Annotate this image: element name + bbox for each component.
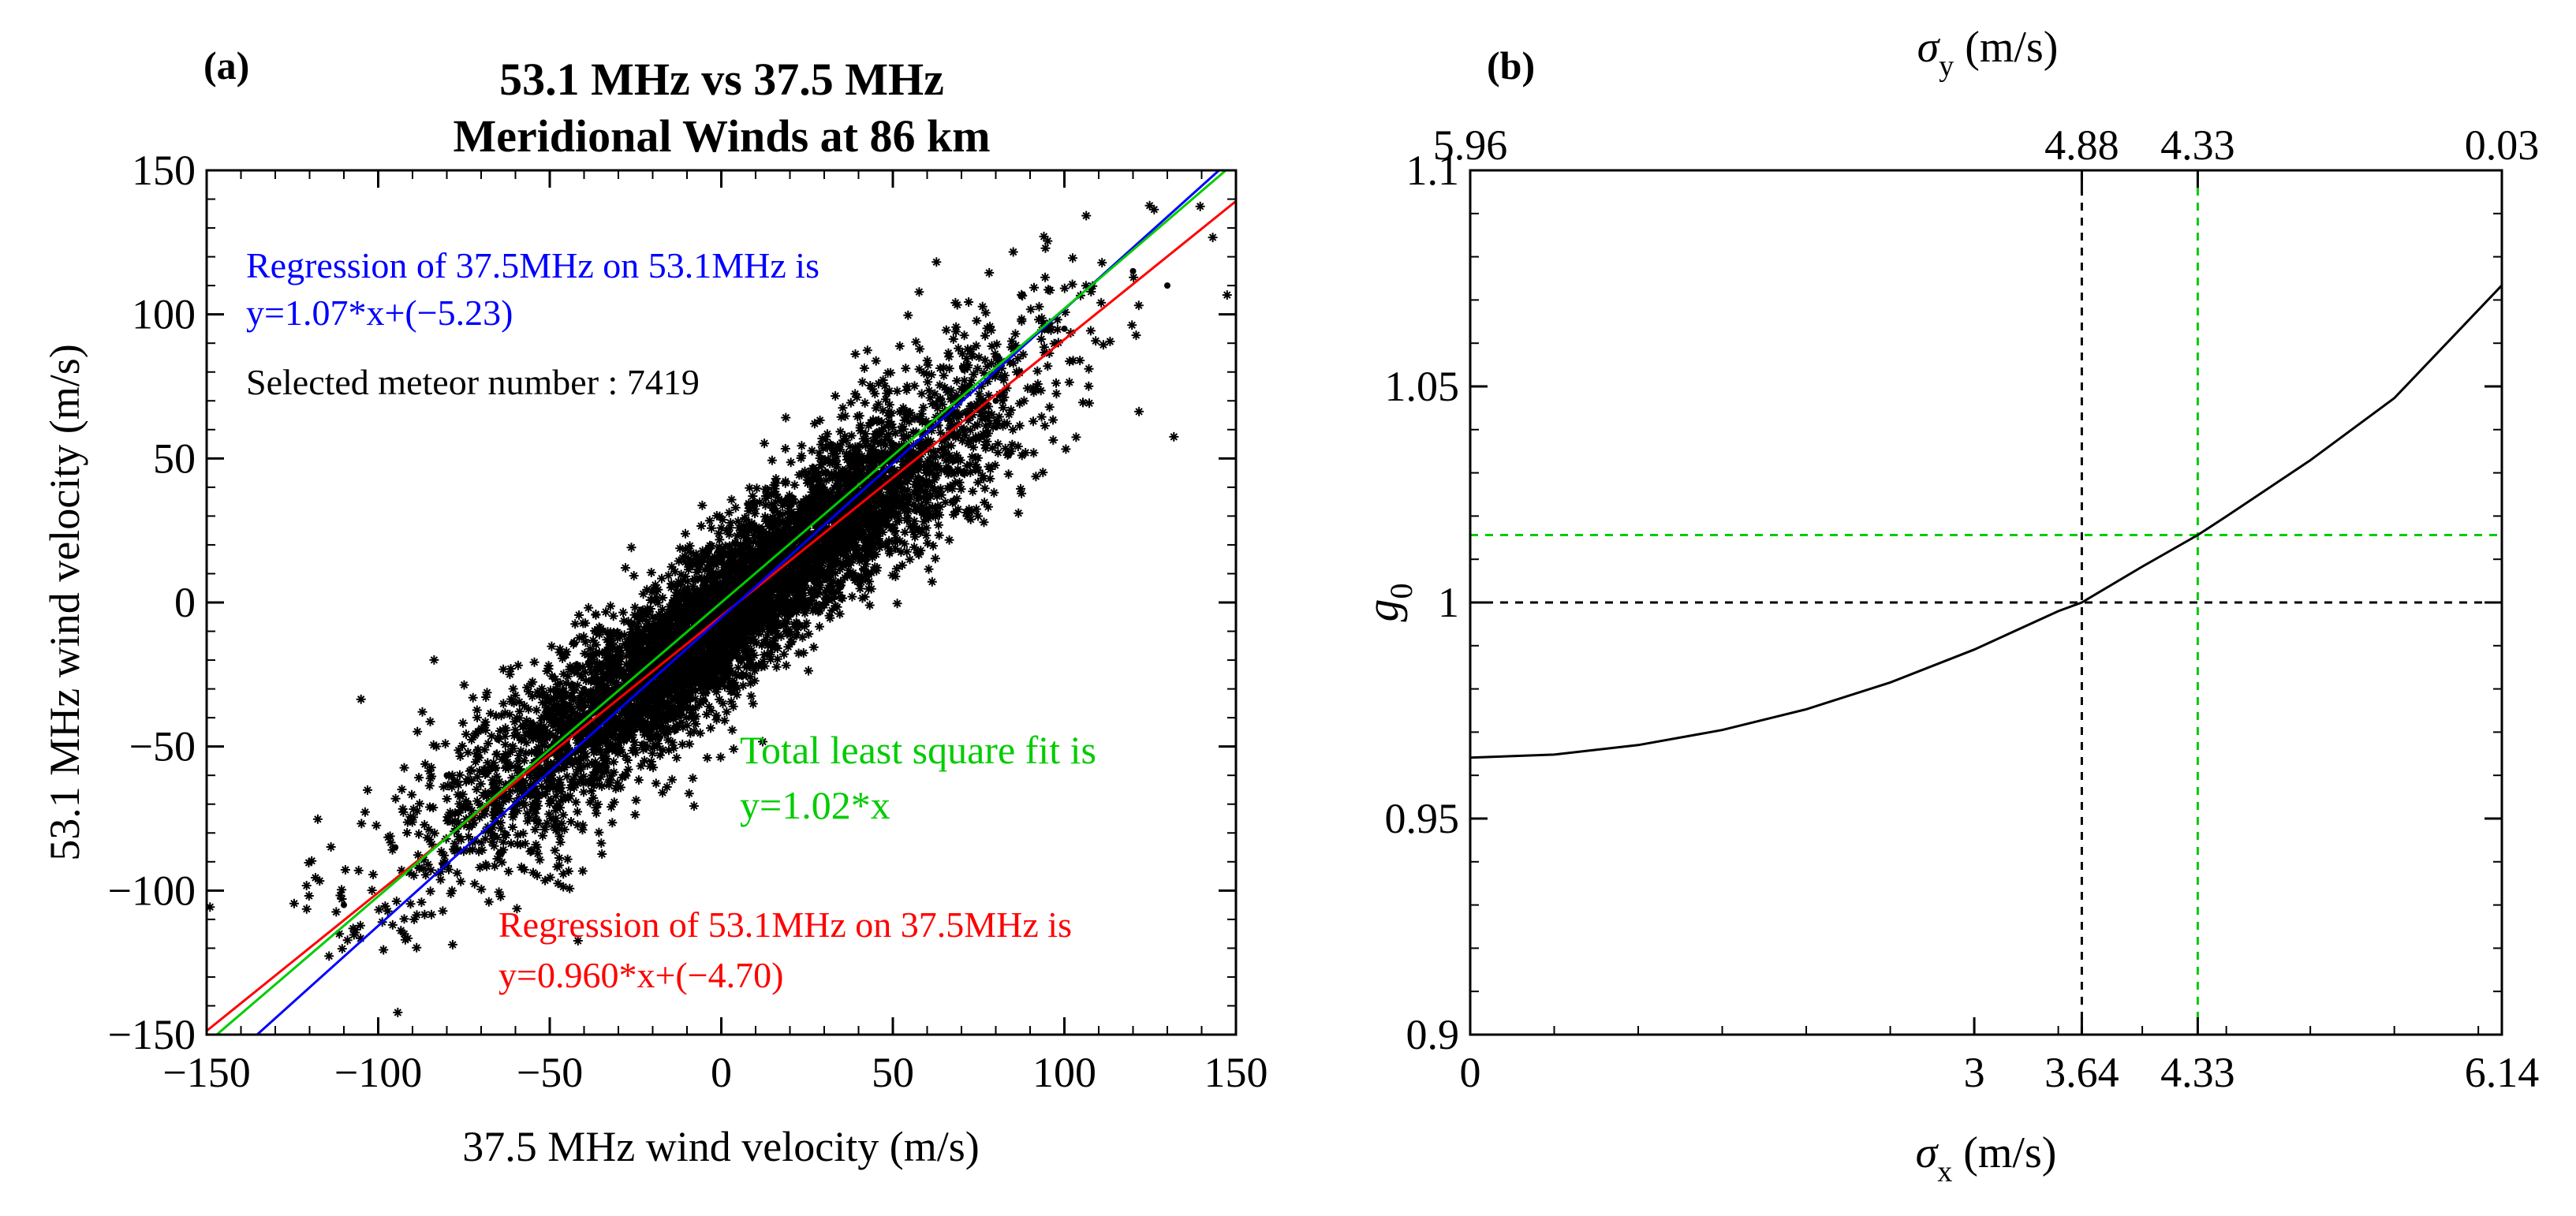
g0-curve xyxy=(1470,284,2502,759)
top-tick-label: 4.33 xyxy=(2160,121,2235,169)
x-tick-label: 0 xyxy=(711,1049,732,1096)
panel-b-top-axis-title: σy (m/s) xyxy=(1917,23,2059,83)
panel-a-title-line1: 53.1 MHz vs 37.5 MHz xyxy=(499,54,944,105)
x-tick-label: 3 xyxy=(1964,1049,1985,1096)
panel-b-x-axis-title: σx (m/s) xyxy=(1916,1128,2057,1188)
red-regression-label: Regression of 53.1MHz on 37.5MHz is xyxy=(498,905,1072,945)
y-tick-label: −50 xyxy=(129,723,196,770)
top-tick-label: 0.03 xyxy=(2465,121,2540,169)
y-tick-label: 100 xyxy=(132,291,196,338)
y-tick-label: 0 xyxy=(174,579,196,626)
x-tick-label: 50 xyxy=(872,1049,914,1096)
top-axis-unit: (m/s) xyxy=(1954,23,2058,72)
x-tick-label: 150 xyxy=(1204,1049,1268,1096)
top-axis-subscript: y xyxy=(1939,50,1954,83)
panel-a-ticks: −150 −100 −50 0 50 100 150 −150 −100 −50 0 50 100 150 xyxy=(108,147,1268,1096)
y-axis-symbol: g xyxy=(1357,599,1408,622)
scatter-point xyxy=(924,441,931,448)
top-tick-label: 4.88 xyxy=(2044,121,2119,169)
scatter-point xyxy=(443,772,450,779)
g0-curve-group xyxy=(1470,284,2502,759)
panel-a-x-axis-title: 37.5 MHz wind velocity (m/s) xyxy=(462,1123,979,1170)
scatter-point xyxy=(581,685,588,692)
x-axis-subscript: x xyxy=(1937,1155,1952,1188)
scatter-points xyxy=(207,200,1232,1017)
fit-line xyxy=(215,170,1228,1035)
green-fit-equation: y=1.02*x xyxy=(740,783,890,827)
x-tick-label: −50 xyxy=(517,1049,583,1096)
panel-a-label: (a) xyxy=(203,43,249,88)
scatter-point xyxy=(341,901,347,908)
y-tick-label: −150 xyxy=(108,1011,196,1058)
blue-regression-equation: y=1.07*x+(−5.23) xyxy=(246,293,513,333)
panel-a-y-axis-title: 53.1 MHz wind velocity (m/s) xyxy=(41,344,88,860)
x-tick-label: −150 xyxy=(162,1049,250,1096)
x-axis-unit: (m/s) xyxy=(1952,1128,2056,1177)
top-tick-label: 5.96 xyxy=(1433,121,1508,169)
y-tick-label: 0.95 xyxy=(1385,795,1460,842)
x-tick-label: −100 xyxy=(334,1049,422,1096)
x-tick-label: 3.64 xyxy=(2044,1049,2119,1096)
x-tick-label: 100 xyxy=(1032,1049,1096,1096)
scatter-point xyxy=(992,397,999,405)
scatter-cloud xyxy=(207,200,1232,1017)
y-tick-label: 150 xyxy=(132,147,196,194)
panel-a-scatter-chart: (a) 53.1 MHz vs 37.5 MHz Meridional Wind… xyxy=(41,43,1268,1170)
top-axis-symbol: σ xyxy=(1917,23,1941,72)
y-tick-label: 1.1 xyxy=(1406,147,1460,194)
scatter-point xyxy=(392,844,399,851)
green-fit-label: Total least square fit is xyxy=(740,728,1096,772)
x-tick-label: 0 xyxy=(1460,1049,1481,1096)
y-axis-subscript: 0 xyxy=(1383,584,1419,599)
panel-b-label: (b) xyxy=(1487,43,1535,88)
y-tick-label: −100 xyxy=(108,867,196,914)
panel-b-line-chart: (b) σy (m/s) 0 3 3.64 4.33 6.145.96 4.88 4.33 0… xyxy=(1357,23,2539,1188)
y-tick-label: 50 xyxy=(153,435,196,482)
scatter-point xyxy=(1164,282,1170,289)
reference-lines xyxy=(1470,170,2502,1035)
x-axis-symbol: σ xyxy=(1916,1128,1939,1177)
y-tick-label: 1 xyxy=(1438,579,1459,626)
scatter-point xyxy=(1061,325,1068,332)
y-tick-label: 1.05 xyxy=(1385,363,1460,410)
x-tick-label: 6.14 xyxy=(2465,1049,2540,1096)
blue-regression-label: Regression of 37.5MHz on 53.1MHz is xyxy=(246,245,819,285)
scatter-point xyxy=(1129,267,1137,274)
panel-b-ticks: 0 3 3.64 4.33 6.14 5.96 4.88 4.33 0.03 0.9 0.95 1 1.… xyxy=(1385,121,2540,1096)
x-tick-label: 4.33 xyxy=(2160,1049,2235,1096)
panel-a-title-line2: Meridional Winds at 86 km xyxy=(453,110,990,162)
y-tick-label: 0.9 xyxy=(1406,1011,1460,1058)
panel-b-y-axis-title: g0 xyxy=(1357,584,1419,622)
selected-meteor-count: Selected meteor number : 7419 xyxy=(246,362,700,402)
red-regression-equation: y=0.960*x+(−4.70) xyxy=(498,955,783,995)
fit-lines xyxy=(207,170,1236,1035)
